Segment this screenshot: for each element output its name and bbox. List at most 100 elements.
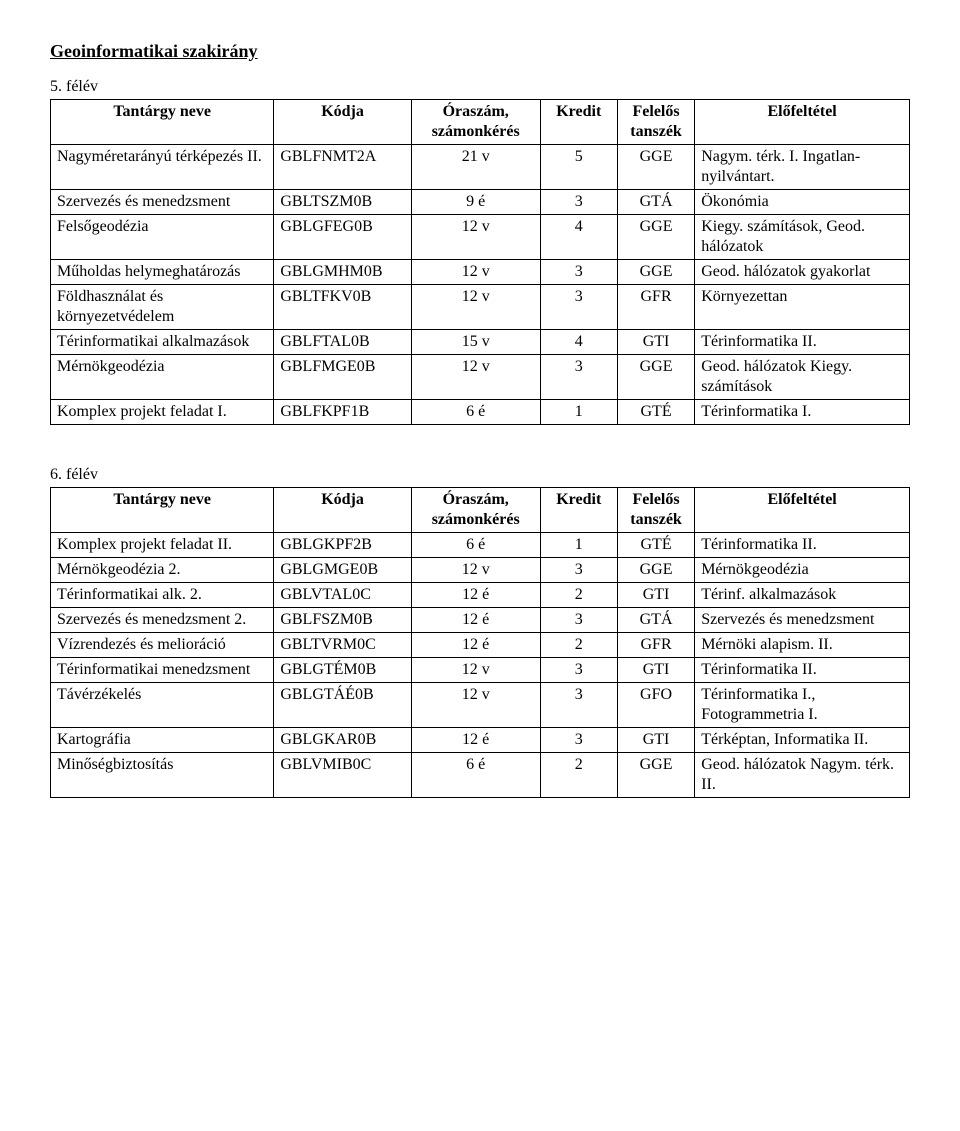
table-cell: Kartográfia [51,727,274,752]
table-cell: GFR [617,632,694,657]
table-header: Tantárgy neve [51,487,274,532]
table-header: Felelős tanszék [617,99,694,144]
table-cell: GBLGKAR0B [274,727,411,752]
table-cell: GTÁ [617,607,694,632]
table-cell: GBLTFKV0B [274,284,411,329]
table-cell: Mérnökgeodézia [695,557,910,582]
table-row: Műholdas helymeghatározásGBLGMHM0B12 v3G… [51,259,910,284]
table-cell: GBLGKPF2B [274,532,411,557]
table-cell: Szervezés és menedzsment [51,189,274,214]
table-cell: GGE [617,259,694,284]
table-header: Kódja [274,99,411,144]
table-cell: Környezettan [695,284,910,329]
table-cell: 3 [540,657,617,682]
table-row: Szervezés és menedzsmentGBLTSZM0B9 é3GTÁ… [51,189,910,214]
course-table: Tantárgy neveKódjaÓraszám, számonkérésKr… [50,99,910,425]
table-cell: Geod. hálózatok gyakorlat [695,259,910,284]
table-cell: Mérnökgeodézia [51,354,274,399]
table-cell: GBLFKPF1B [274,399,411,424]
table-cell: 3 [540,354,617,399]
table-row: Térinformatikai alk. 2.GBLVTAL0C12 é2GTI… [51,582,910,607]
table-cell: Térinformatika II. [695,657,910,682]
table-cell: 3 [540,727,617,752]
table-cell: 1 [540,532,617,557]
table-cell: 6 é [411,752,540,797]
table-cell: Térinformatikai alk. 2. [51,582,274,607]
table-cell: GBLVMIB0C [274,752,411,797]
table-cell: Mérnökgeodézia 2. [51,557,274,582]
table-cell: 3 [540,284,617,329]
table-cell: GTI [617,329,694,354]
semester-label: 5. félév [50,77,910,97]
table-cell: 12 v [411,259,540,284]
table-cell: 12 v [411,214,540,259]
table-header: Kódja [274,487,411,532]
table-cell: Kiegy. számítások, Geod. hálózatok [695,214,910,259]
table-cell: 6 é [411,399,540,424]
table-row: MérnökgeodéziaGBLFMGE0B12 v3GGEGeod. hál… [51,354,910,399]
table-cell: 2 [540,752,617,797]
table-cell: 12 é [411,727,540,752]
table-cell: Térinformatika II. [695,532,910,557]
table-cell: Felsőgeodézia [51,214,274,259]
table-cell: GTI [617,727,694,752]
table-cell: 2 [540,632,617,657]
table-cell: Szervezés és menedzsment [695,607,910,632]
table-cell: 12 é [411,607,540,632]
table-cell: 1 [540,399,617,424]
table-cell: 12 v [411,284,540,329]
table-header: Kredit [540,99,617,144]
table-cell: 4 [540,214,617,259]
table-row: FelsőgeodéziaGBLGFEG0B12 v4GGEKiegy. szá… [51,214,910,259]
table-cell: 3 [540,259,617,284]
table-cell: 6 é [411,532,540,557]
table-cell: Nagyméretarányú térképezés II. [51,144,274,189]
table-header: Óraszám, számonkérés [411,99,540,144]
table-cell: GFR [617,284,694,329]
table-cell: GGE [617,557,694,582]
table-cell: GBLGMGE0B [274,557,411,582]
table-row: KartográfiaGBLGKAR0B12 é3GTITérképtan, I… [51,727,910,752]
table-cell: Nagym. térk. I. Ingatlan-nyilvántart. [695,144,910,189]
table-cell: 15 v [411,329,540,354]
table-cell: GBLGTÁÉ0B [274,682,411,727]
table-cell: Műholdas helymeghatározás [51,259,274,284]
table-cell: 12 v [411,682,540,727]
table-cell: Vízrendezés és melioráció [51,632,274,657]
table-cell: GTÁ [617,189,694,214]
table-cell: Mérnöki alapism. II. [695,632,910,657]
table-row: Mérnökgeodézia 2.GBLGMGE0B12 v3GGEMérnök… [51,557,910,582]
table-cell: Minőségbiztosítás [51,752,274,797]
table-cell: 3 [540,607,617,632]
table-cell: 3 [540,189,617,214]
table-cell: GBLFSZM0B [274,607,411,632]
table-cell: Komplex projekt feladat I. [51,399,274,424]
table-row: TávérzékelésGBLGTÁÉ0B12 v3GFOTérinformat… [51,682,910,727]
table-cell: GGE [617,752,694,797]
table-cell: Térinf. alkalmazások [695,582,910,607]
table-cell: Térinformatika I., Fotogrammetria I. [695,682,910,727]
table-cell: 12 é [411,632,540,657]
semester-label: 6. félév [50,465,910,485]
table-cell: Térképtan, Informatika II. [695,727,910,752]
table-row: MinőségbiztosításGBLVMIB0C6 é2GGEGeod. h… [51,752,910,797]
table-header: Előfeltétel [695,487,910,532]
table-header: Tantárgy neve [51,99,274,144]
table-cell: Geod. hálózatok Kiegy. számítások [695,354,910,399]
table-row: Vízrendezés és meliorációGBLTVRM0C12 é2G… [51,632,910,657]
page-title: Geoinformatikai szakirány [50,40,910,63]
table-header: Kredit [540,487,617,532]
table-cell: 12 v [411,557,540,582]
table-cell: 9 é [411,189,540,214]
table-cell: GTI [617,582,694,607]
table-cell: GBLGMHM0B [274,259,411,284]
table-cell: Szervezés és menedzsment 2. [51,607,274,632]
table-cell: Komplex projekt feladat II. [51,532,274,557]
table-cell: Térinformatikai alkalmazások [51,329,274,354]
table-cell: GBLGTÉM0B [274,657,411,682]
table-row: Térinformatikai alkalmazásokGBLFTAL0B15 … [51,329,910,354]
table-cell: Térinformatika II. [695,329,910,354]
table-header-row: Tantárgy neveKódjaÓraszám, számonkérésKr… [51,487,910,532]
table-cell: GBLFMGE0B [274,354,411,399]
table-cell: 12 é [411,582,540,607]
